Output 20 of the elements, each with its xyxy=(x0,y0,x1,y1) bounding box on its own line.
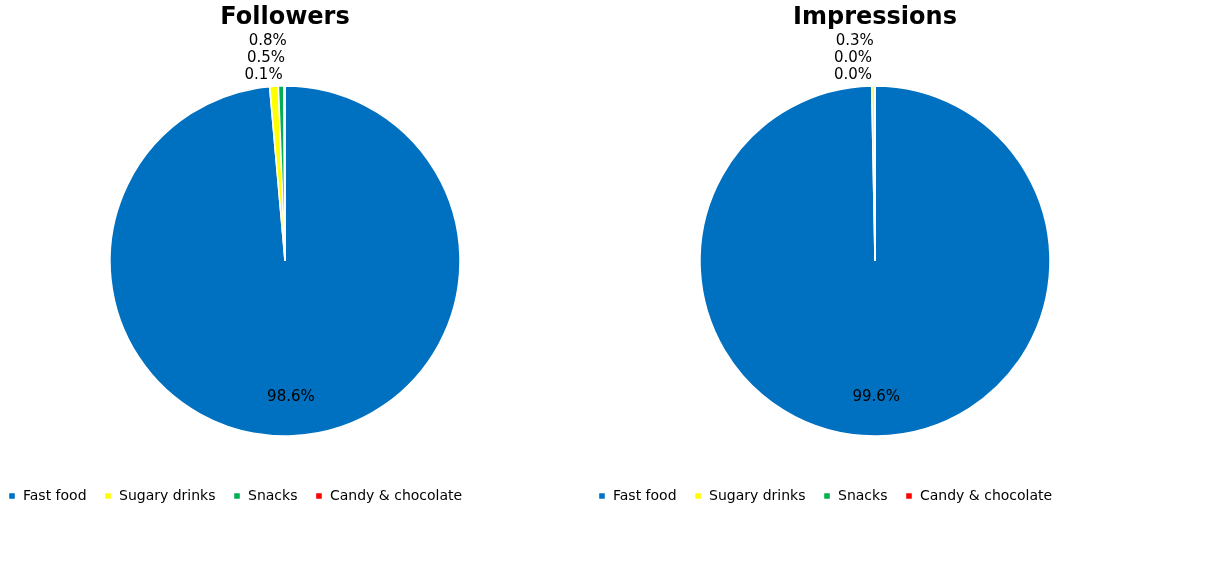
legend-label: Candy & chocolate xyxy=(330,487,463,503)
legend-label: Fast food xyxy=(613,487,677,503)
data-label: 0.1% xyxy=(244,65,283,83)
data-label: 99.6% xyxy=(852,386,901,405)
legend-label: Candy & chocolate xyxy=(920,487,1053,503)
legend-label: Snacks xyxy=(838,487,888,503)
legend-label: Fast food xyxy=(23,487,87,503)
data-label: 0.8% xyxy=(248,31,287,50)
text: 0.0% xyxy=(833,48,873,66)
data-label: 0.3% xyxy=(835,31,874,50)
chart-title: Impressions xyxy=(793,2,957,31)
data-label: 98.6% xyxy=(267,386,315,405)
legend-label: Sugary drinks xyxy=(119,487,216,503)
legend-label: Sugary drinks xyxy=(709,487,806,503)
text: 0.0% xyxy=(833,65,873,83)
pie-slice xyxy=(109,85,461,437)
chart-title: Followers xyxy=(220,2,350,31)
legend-label: Snacks xyxy=(248,487,298,503)
data-label: 0.5% xyxy=(246,48,285,67)
pie-slice xyxy=(699,85,1051,437)
